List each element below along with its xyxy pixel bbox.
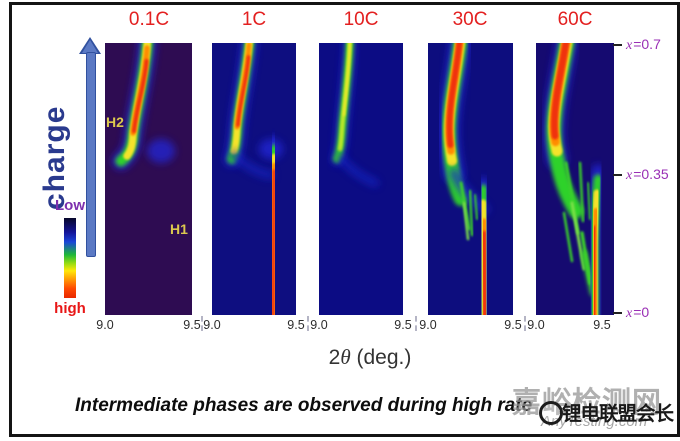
xtick-max-p3: 9.5 [394,318,412,332]
figure-caption: Intermediate phases are observed during … [75,395,533,416]
heatmap-art-10c [331,43,380,315]
watermark-overlay-text: 锂电联盟会长 [562,403,674,425]
x-axis-title-num: 2 [328,346,341,369]
right-label-x0: x=0 [626,304,680,322]
colorbar-high-label: high [54,300,86,317]
xtick-min-p2: 9.0 [203,318,221,332]
xtick-min-p3: 9.0 [310,318,328,332]
rate-label-1c: 1C [241,9,267,30]
x-axis-title: 2θ (deg.) [295,345,445,370]
xtick-min-p4: 9.0 [419,318,437,332]
phase-label-h2: H2 [106,114,124,130]
right-tick-x0 [613,312,622,314]
charge-arrow-shaft [86,52,96,257]
heatmap-panel-1c [212,43,296,315]
watermark-site-url: AnyTesting.com [541,413,648,430]
rate-label-10c: 10C [343,9,379,30]
charge-axis-label: charge [38,105,71,211]
colorbar-gradient [64,218,76,298]
x-val: =0 [633,304,650,320]
xtick-max-p4: 9.5 [504,318,522,332]
heatmap-art-60c [543,43,605,315]
rate-label-60c: 60C [557,9,593,30]
watermark-site-name: 嘉峪检测网 [512,387,663,419]
xtick-min-p1: 9.0 [96,318,114,332]
rate-label-30c: 30C [452,9,488,30]
right-label-x035: x=0.35 [626,166,680,184]
colorbar-low-label: Low [55,197,85,214]
charge-arrowhead-icon [81,40,98,53]
phase-label-h1: H1 [170,221,188,237]
x-var: x [626,306,633,321]
xtick-max-p1: 9.5 [183,318,201,332]
x-val: =0.7 [633,36,661,52]
xtick-max-p5: 9.5 [593,318,611,332]
heatmap-art-0-1c [112,43,175,315]
watermark-logo-icon [539,401,563,425]
right-label-x07: x=0.7 [626,36,680,54]
heatmap-panel-30c [428,43,513,315]
x-var: x [626,38,633,53]
rate-label-0.1c: 0.1C [128,9,170,30]
gap-tick-2 [307,316,309,331]
x-val: =0.35 [633,166,669,182]
gap-tick-4 [524,316,526,331]
gap-tick-3 [415,316,417,331]
xtick-min-p5: 9.0 [527,318,545,332]
theta-symbol: θ [340,345,351,369]
right-tick-x07 [613,44,622,46]
figure-border [9,2,680,437]
heatmap-art-1c [224,43,283,315]
heatmap-panel-60c [536,43,614,315]
heatmap-panel-10c [319,43,403,315]
xtick-max-p2: 9.5 [287,318,305,332]
right-tick-x035 [613,174,622,176]
heatmap-panel-0-1c [105,43,192,315]
x-var: x [626,168,633,183]
heatmap-art-30c [438,43,492,315]
gap-tick-1 [201,316,203,331]
x-axis-title-unit: (deg.) [350,346,412,369]
